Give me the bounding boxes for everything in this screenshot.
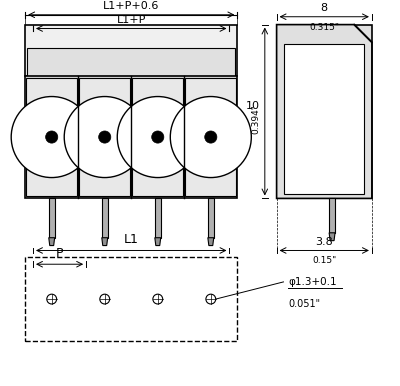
Circle shape xyxy=(64,96,145,178)
Bar xyxy=(25,76,237,198)
Bar xyxy=(79,78,130,196)
Polygon shape xyxy=(208,238,214,245)
Text: 0.051": 0.051" xyxy=(288,299,320,308)
Circle shape xyxy=(117,96,198,178)
Circle shape xyxy=(205,131,217,143)
Circle shape xyxy=(46,131,58,143)
Circle shape xyxy=(170,96,251,178)
Bar xyxy=(27,47,235,76)
Circle shape xyxy=(99,131,111,143)
Bar xyxy=(25,25,237,76)
Bar xyxy=(185,78,236,196)
Polygon shape xyxy=(329,233,335,240)
Bar xyxy=(208,198,214,238)
Bar xyxy=(329,198,335,233)
Circle shape xyxy=(100,294,110,304)
Bar xyxy=(25,257,237,341)
Circle shape xyxy=(152,131,164,143)
Text: 8: 8 xyxy=(321,3,328,13)
Circle shape xyxy=(47,294,57,304)
Text: φ1.3+0.1: φ1.3+0.1 xyxy=(288,277,337,287)
Text: 0.315": 0.315" xyxy=(309,23,339,32)
Text: 0.15": 0.15" xyxy=(312,256,336,265)
Bar xyxy=(102,198,108,238)
Text: P: P xyxy=(56,247,63,260)
Bar xyxy=(26,78,77,196)
Bar xyxy=(49,198,55,238)
Circle shape xyxy=(206,294,216,304)
Bar xyxy=(155,198,161,238)
Polygon shape xyxy=(155,238,161,245)
Circle shape xyxy=(153,294,163,304)
Text: 3.8: 3.8 xyxy=(315,237,333,247)
Bar xyxy=(132,78,183,196)
Text: L1+P+0.6: L1+P+0.6 xyxy=(103,1,160,11)
Text: L1+P: L1+P xyxy=(116,15,146,25)
Polygon shape xyxy=(49,238,55,245)
Text: L1: L1 xyxy=(124,232,139,245)
Text: 10: 10 xyxy=(246,101,260,111)
Polygon shape xyxy=(102,238,108,245)
Bar xyxy=(284,44,364,193)
Bar xyxy=(277,25,372,198)
Text: 0.394": 0.394" xyxy=(251,105,260,134)
Polygon shape xyxy=(277,25,372,198)
Circle shape xyxy=(11,96,92,178)
